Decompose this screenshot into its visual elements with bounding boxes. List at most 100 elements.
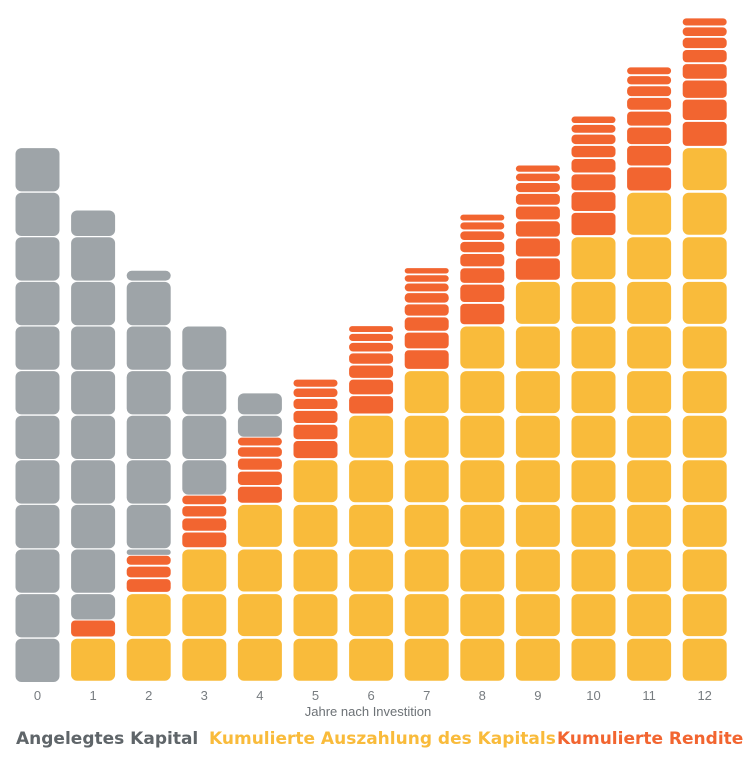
bar-segment-rendite [349, 379, 394, 395]
bar-segment-rendite [571, 159, 616, 173]
x-tick-labels: 0 1 2 3 4 5 6 7 8 9 10 11 12 [34, 688, 712, 703]
bar-segment-auszahlung [182, 594, 227, 637]
bar-segment-kapital [15, 638, 60, 682]
bar-segment-auszahlung [349, 504, 394, 547]
bar-segment-rendite [515, 221, 560, 237]
bar-segment-auszahlung [627, 326, 672, 369]
bar-segment-rendite [293, 441, 338, 459]
bar-segment-kapital [71, 415, 116, 459]
legend-item-kumulierte-rendite: Kumulierte Rendite [557, 729, 744, 749]
bar-segment-kapital [15, 415, 60, 459]
x-tick-label: 10 [586, 688, 600, 703]
bar-segment-auszahlung [627, 504, 672, 547]
bar-segment-rendite [515, 258, 560, 280]
bar-segment-kapital [71, 594, 116, 620]
bar-segment-kapital [126, 326, 171, 370]
bar-segment-auszahlung [571, 237, 616, 280]
bar-segment-auszahlung [682, 371, 727, 414]
bar-segment-rendite [571, 134, 616, 145]
bar-segment-rendite [404, 275, 449, 282]
bar-segment-auszahlung [460, 415, 505, 458]
bar-segment-auszahlung [515, 594, 560, 637]
bar-segment-kapital [15, 594, 60, 638]
x-tick-label: 7 [423, 688, 430, 703]
bar-segment-auszahlung [349, 638, 394, 681]
bar-segment-rendite [682, 121, 727, 146]
bar-segment-kapital [71, 371, 116, 415]
bar-segment-auszahlung [182, 638, 227, 681]
bar-segment-rendite [460, 214, 505, 221]
x-tick-label: 2 [145, 688, 152, 703]
bar-segment-auszahlung [293, 594, 338, 637]
x-tick-label: 8 [479, 688, 486, 703]
bar-segment-auszahlung [460, 460, 505, 503]
bar-segment-rendite [627, 145, 672, 166]
bar-segment-rendite [293, 388, 338, 398]
bar-segment-auszahlung [126, 638, 171, 681]
bar-segment-rendite [293, 398, 338, 410]
bar-segment-auszahlung [571, 281, 616, 324]
x-tick-label: 5 [312, 688, 319, 703]
bar-segment-rendite [182, 532, 227, 548]
bar-segment-kapital [126, 460, 171, 504]
bar-segment-auszahlung [627, 549, 672, 592]
bar-segment-auszahlung [293, 638, 338, 681]
bar-segment-rendite [571, 116, 616, 124]
bar-segment-rendite [460, 268, 505, 283]
bar-segment-auszahlung [237, 594, 282, 637]
bar-segment-auszahlung [404, 504, 449, 547]
bar-segment-rendite [293, 424, 338, 440]
bar-segment-rendite [349, 353, 394, 364]
bar-segment-auszahlung [682, 415, 727, 458]
bar-segment-auszahlung [571, 638, 616, 681]
x-axis-label: Jahre nach Investition [305, 704, 431, 719]
bar-segment-rendite [682, 80, 727, 98]
bar-segment-kapital [15, 504, 60, 549]
bar-segment-rendite [237, 486, 282, 503]
bar-segment-rendite [460, 222, 505, 230]
bar-segment-auszahlung [515, 326, 560, 369]
bar-segment-auszahlung [460, 549, 505, 592]
bar-segment-rendite [237, 437, 282, 446]
bar-segment-rendite [293, 410, 338, 423]
bar-segment-rendite [682, 99, 727, 121]
bar-segment-kapital [126, 281, 171, 326]
bar-segment-rendite [627, 97, 672, 110]
bar-segment-rendite [571, 174, 616, 191]
bar-segment-auszahlung [515, 371, 560, 414]
bar-segment-rendite [627, 86, 672, 97]
bar-segment-rendite [404, 268, 449, 274]
bar-segment-auszahlung [627, 594, 672, 637]
bar-segment-kapital [182, 371, 227, 415]
bar-segment-auszahlung [571, 326, 616, 369]
bar-segment-auszahlung [627, 192, 672, 235]
bar-segment-kapital [15, 281, 60, 326]
bar-segment-rendite [126, 555, 171, 565]
bar-segment-auszahlung [293, 504, 338, 547]
bar-segment-kapital [15, 460, 60, 504]
bar-segment-auszahlung [571, 371, 616, 414]
bar-segment-rendite [404, 293, 449, 303]
bar-segment-rendite [627, 76, 672, 85]
bar-segment-rendite [627, 127, 672, 145]
bar-segment-kapital [71, 237, 116, 281]
x-tick-label: 11 [642, 688, 656, 703]
bar-segment-rendite [349, 333, 394, 342]
bar-segment-auszahlung [460, 326, 505, 369]
bar-segment-auszahlung [682, 148, 727, 191]
x-tick-label: 3 [201, 688, 208, 703]
bar-segment-rendite [515, 238, 560, 257]
bar-segment-auszahlung [460, 371, 505, 414]
x-tick-label: 12 [697, 688, 711, 703]
bar-segment-kapital [71, 460, 116, 504]
bar-segment-auszahlung [627, 371, 672, 414]
bar-segment-rendite [627, 167, 672, 191]
bar-segment-kapital [182, 326, 227, 370]
bar-segment-auszahlung [460, 638, 505, 681]
bar-segment-rendite [571, 145, 616, 158]
bar-segment-auszahlung [515, 415, 560, 458]
bar-segment-kapital [71, 210, 116, 236]
bar-segment-auszahlung [237, 504, 282, 547]
bar-segment-rendite [460, 231, 505, 241]
